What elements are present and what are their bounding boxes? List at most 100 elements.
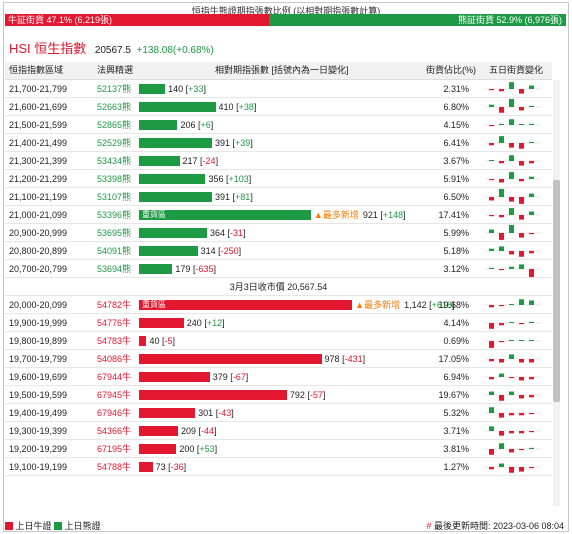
sparkline-bar: [519, 107, 524, 111]
table-scrollbar[interactable]: [553, 80, 560, 506]
warrant-code-link[interactable]: 67944牛: [97, 372, 132, 382]
warrant-code-link[interactable]: 53398熊: [97, 174, 132, 184]
sparkline-bar: [529, 211, 534, 215]
warrant-code-link[interactable]: 67946牛: [97, 408, 132, 418]
warrant-code-link[interactable]: 54776牛: [97, 318, 132, 328]
warrant-code-link[interactable]: 53694熊: [97, 264, 132, 274]
sparkline-bar: [509, 143, 514, 148]
outstanding-pct: 6.80%: [443, 102, 469, 112]
warrant-code-link[interactable]: 54783牛: [97, 336, 132, 346]
sparkline-bar: [489, 467, 494, 470]
updated-mark: #: [426, 521, 432, 531]
contracts-count: 179: [175, 264, 191, 274]
table-row[interactable]: 19,700-19,799 54086牛 978 [-431] 17.05%: [5, 350, 552, 368]
range-cell: 19,500-19,599: [9, 390, 68, 400]
table-row[interactable]: 19,900-19,999 54776牛 240 [+12] 4.14%: [5, 314, 552, 332]
sparkline-bar: [529, 377, 534, 380]
contracts-bar: [139, 354, 322, 364]
warrant-code-link[interactable]: 67195牛: [97, 444, 132, 454]
warrant-code-link[interactable]: 53396熊: [97, 210, 132, 220]
sparkline-bar: [489, 104, 494, 107]
contracts-value: 301 [-43]: [198, 408, 234, 418]
sparkline-bar: [529, 269, 534, 278]
warrant-code-link[interactable]: 54366牛: [97, 426, 132, 436]
table-header: 恒指指數區域 法興精選 相對期指張數 [括號內為一日變化] 街貨佔比(%) 五日…: [5, 62, 552, 80]
sparkline-bar: [519, 233, 524, 238]
table-row[interactable]: 21,300-21,399 53434熊 217 [-24] 3.67%: [5, 152, 552, 170]
five-day-sparkline: [485, 443, 541, 455]
outstanding-pct: 5.99%: [443, 228, 469, 238]
warrant-code-link[interactable]: 52663熊: [97, 102, 132, 112]
hsi-quote: HSI 恒生指數 20567.5 +138.08(+0.68%): [9, 38, 214, 57]
table-row[interactable]: 21,500-21,599 52865熊 206 [+6] 4.15%: [5, 116, 552, 134]
table-row[interactable]: 19,600-19,699 67944牛 379 [-67] 6.94%: [5, 368, 552, 386]
contracts-count: 206: [180, 120, 196, 130]
last-updated: # 最後更新時間: 2023-03-06 08:04: [426, 519, 564, 532]
sparkline-bar: [509, 172, 514, 179]
range-cell: 19,600-19,699: [9, 372, 68, 382]
sparkline-bar: [489, 143, 494, 146]
table-row[interactable]: 21,700-21,799 52137熊 140 [+33] 2.31%: [5, 80, 552, 98]
table-row[interactable]: 19,100-19,199 54788牛 73 [-36] 1.27%: [5, 458, 552, 476]
legend: 上日牛證 上日熊證: [5, 519, 101, 532]
header-pct: 街貨佔比(%): [426, 65, 476, 75]
contracts-bar: [139, 174, 206, 184]
warrant-code-link[interactable]: 67945牛: [97, 390, 132, 400]
sparkline-bar: [509, 431, 514, 434]
warrant-code-link[interactable]: 54091熊: [97, 246, 132, 256]
scrollbar-thumb[interactable]: [553, 180, 560, 402]
bull-legend-swatch: [5, 522, 13, 530]
heavy-zone-label: 重貨區: [142, 210, 166, 219]
most-added-flag: ▲最多新增: [313, 210, 359, 220]
range-cell: 19,700-19,799: [9, 354, 68, 364]
table-row[interactable]: 21,100-21,199 53107熊 391 [+81] 6.50%: [5, 188, 552, 206]
range-cell: 19,800-19,899: [9, 336, 68, 346]
warrant-code-link[interactable]: 52865熊: [97, 120, 132, 130]
sparkline-bar: [529, 395, 534, 398]
warrant-code-link[interactable]: 53434熊: [97, 156, 132, 166]
sparkline-bar: [519, 197, 524, 204]
outstanding-pct: 3.81%: [443, 444, 469, 454]
warrant-code-link[interactable]: 54788牛: [97, 462, 132, 472]
sparkline-bar: [499, 359, 504, 363]
warrant-code-link[interactable]: 52529熊: [97, 138, 132, 148]
table-row[interactable]: 21,000-21,099 53396熊 重貨區 ▲最多新增 921 [+148] 17.…: [5, 206, 552, 224]
table-row[interactable]: 20,900-20,999 53695熊 364 [-31] 5.99%: [5, 224, 552, 242]
table-row[interactable]: 19,800-19,899 54783牛 40 [-5] 0.69%: [5, 332, 552, 350]
warrant-code-link[interactable]: 52137熊: [97, 84, 132, 94]
contracts-bar: [139, 228, 207, 238]
table-row[interactable]: 20,800-20,899 54091熊 314 [-250] 5.18%: [5, 242, 552, 260]
warrant-code-link[interactable]: 53695熊: [97, 228, 132, 238]
sparkline-bar: [489, 215, 494, 217]
range-cell: 21,600-21,699: [9, 102, 68, 112]
sparkline-bar: [489, 160, 494, 161]
bull-legend-label: 上日牛證: [15, 521, 52, 531]
sparkline-bar: [489, 179, 494, 181]
table-row[interactable]: 19,200-19,299 67195牛 200 [+53] 3.81%: [5, 440, 552, 458]
contracts-count: 314: [200, 246, 216, 256]
table-row[interactable]: 19,300-19,399 54366牛 209 [-44] 3.71%: [5, 422, 552, 440]
contracts-value: 73 [-36]: [155, 462, 187, 472]
warrant-code-link[interactable]: 53107熊: [97, 192, 132, 202]
warrant-code-link[interactable]: 54782牛: [97, 300, 132, 310]
table-row[interactable]: 20,000-20,099 54782牛 重貨區 ▲最多新增 1,142 [+618] 1…: [5, 296, 552, 314]
header-range: 恒指指數區域: [9, 65, 64, 75]
table-row[interactable]: 19,400-19,499 67946牛 301 [-43] 5.32%: [5, 404, 552, 422]
five-day-sparkline: [485, 136, 541, 149]
outstanding-pct: 4.15%: [443, 120, 469, 130]
table-row[interactable]: 21,200-21,299 53398熊 356 [+103] 5.91%: [5, 170, 552, 188]
contracts-value: 217 [-24]: [182, 156, 219, 166]
table-row[interactable]: 19,500-19,599 67945牛 792 [-57] 19.67%: [5, 386, 552, 404]
outstanding-pct: 2.31%: [443, 84, 469, 94]
daily-change: -43: [218, 408, 232, 418]
table-row[interactable]: 21,600-21,699 52663熊 410 [+38] 6.80%: [5, 98, 552, 116]
sparkline-bar: [499, 246, 504, 251]
outstanding-pct: 3.12%: [443, 264, 469, 274]
sparkline-bar: [509, 449, 514, 453]
daily-change: -250: [220, 246, 239, 256]
warrant-code-link[interactable]: 54086牛: [97, 354, 132, 364]
daily-change: +12: [206, 318, 223, 328]
table-row[interactable]: 21,400-21,499 52529熊 391 [+39] 6.41%: [5, 134, 552, 152]
table-row[interactable]: 20,700-20,799 53694熊 179 [-635] 3.12%: [5, 260, 552, 278]
sparkline-bar: [499, 463, 504, 467]
